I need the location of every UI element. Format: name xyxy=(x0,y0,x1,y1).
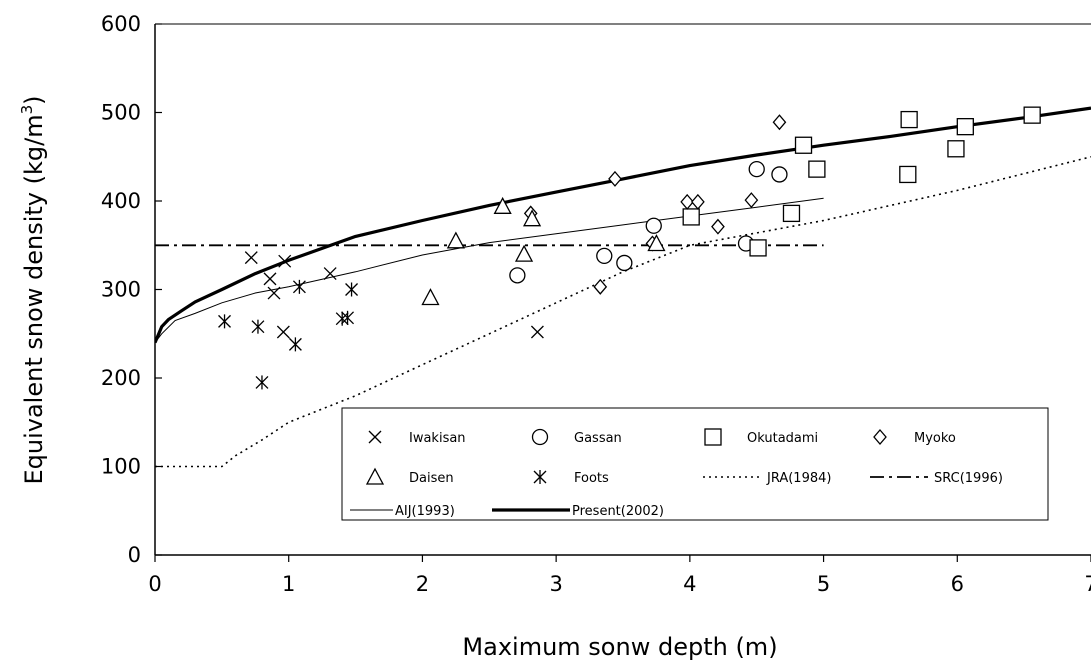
legend-label: Iwakisan xyxy=(409,431,466,446)
point-foots xyxy=(255,375,269,390)
point-foots xyxy=(341,310,355,325)
y-axis-label-sup: 3 xyxy=(18,105,36,115)
point-daisen xyxy=(493,196,512,214)
legend-label: SRC(1996) xyxy=(934,471,1003,486)
point-myoko xyxy=(608,170,622,187)
y-tick-label: 500 xyxy=(101,101,141,125)
x-ticks: 0 1 2 3 4 5 6 7 xyxy=(148,555,1091,596)
point-iwakisan xyxy=(244,251,258,265)
legend-label: Daisen xyxy=(409,471,454,486)
legend: Iwakisan Gassan Okutadami Myoko Daisen Foots J… xyxy=(341,407,1049,521)
point-gassan xyxy=(748,160,765,178)
x-tick-label: 5 xyxy=(817,572,830,596)
x-tick-label: 1 xyxy=(282,572,295,596)
point-daisen xyxy=(514,244,534,262)
point-okutadami xyxy=(682,208,700,226)
x-tick-label: 2 xyxy=(416,572,429,596)
x-axis-label: Maximum sonw depth (m) xyxy=(462,633,777,661)
point-myoko xyxy=(772,114,787,131)
legend-label: JRA(1984) xyxy=(766,471,831,486)
legend-label: Present(2002) xyxy=(572,504,664,519)
y-ticks: 0 100 200 300 400 500 600 xyxy=(101,12,162,567)
data-points xyxy=(218,106,1041,390)
point-daisen xyxy=(522,209,542,227)
point-okutadami xyxy=(782,204,801,223)
legend-entry-daisen: Daisen xyxy=(365,467,454,486)
legend-label: Foots xyxy=(574,471,609,486)
y-tick-label: 600 xyxy=(101,12,141,36)
legend-label: Myoko xyxy=(914,431,956,446)
legend-entry-gassan: Gassan xyxy=(531,428,622,446)
point-gassan xyxy=(645,217,662,234)
x-tick-label: 6 xyxy=(951,572,964,596)
point-iwakisan xyxy=(263,272,277,286)
point-okutadami xyxy=(1023,106,1041,124)
point-okutadami xyxy=(794,136,813,154)
point-myoko xyxy=(691,193,705,210)
point-okutadami xyxy=(899,165,917,184)
point-myoko xyxy=(680,193,695,210)
point-iwakisan xyxy=(323,267,337,281)
point-iwakisan xyxy=(267,286,281,300)
point-foots xyxy=(292,279,306,294)
legend-symbol-iwakisan xyxy=(368,430,382,444)
legend-label: AIJ(1993) xyxy=(395,504,455,519)
legend-symbol-gassan xyxy=(531,428,549,446)
legend-label: Okutadami xyxy=(747,431,818,446)
point-myoko xyxy=(711,218,725,235)
x-tick-label: 4 xyxy=(683,572,696,596)
x-tick-label: 3 xyxy=(549,572,562,596)
point-myoko xyxy=(744,192,759,209)
point-okutadami xyxy=(900,110,918,129)
legend-entry-foots: Foots xyxy=(533,470,609,486)
legend-box xyxy=(341,407,1049,521)
point-daisen xyxy=(647,234,666,252)
point-foots xyxy=(251,319,265,334)
legend-items: Iwakisan Gassan Okutadami Myoko Daisen Foots J… xyxy=(350,428,1003,519)
point-okutadami xyxy=(749,239,767,257)
point-gassan xyxy=(616,254,633,272)
point-iwakisan xyxy=(278,254,292,268)
curves xyxy=(155,106,1091,468)
point-gassan xyxy=(509,267,526,284)
legend-entry-aij-1993: AIJ(1993) xyxy=(350,504,455,519)
y-tick-label: 200 xyxy=(101,366,141,390)
point-okutadami xyxy=(956,118,974,136)
point-iwakisan xyxy=(276,325,290,339)
y-tick-label: 400 xyxy=(101,189,141,213)
y-axis-label: Equivalent snow density (kg/m3) xyxy=(18,95,48,484)
x-tick-label: 0 xyxy=(148,572,161,596)
curve-aij-1993 xyxy=(155,197,824,343)
point-daisen xyxy=(446,231,465,249)
legend-symbol-foots xyxy=(533,470,547,484)
point-foots xyxy=(288,337,302,352)
legend-entry-myoko: Myoko xyxy=(873,429,956,446)
legend-label: Gassan xyxy=(574,431,622,446)
x-tick-label: 7 xyxy=(1084,572,1091,596)
y-axis-label-close: ) xyxy=(20,95,48,104)
point-daisen xyxy=(421,288,440,306)
y-tick-label: 300 xyxy=(101,278,141,302)
legend-entry-jra-1984: JRA(1984) xyxy=(703,471,831,486)
legend-entry-src-1996: SRC(1996) xyxy=(870,471,1003,486)
legend-symbol-okutadami xyxy=(704,428,722,446)
legend-entry-iwakisan: Iwakisan xyxy=(368,430,466,446)
point-foots xyxy=(218,314,231,329)
point-foots xyxy=(345,282,359,297)
legend-entry-present-2002: Present(2002) xyxy=(492,504,664,519)
point-iwakisan xyxy=(530,325,544,339)
y-tick-label: 100 xyxy=(101,455,141,479)
point-okutadami xyxy=(947,140,965,158)
curve-present-2002 xyxy=(155,106,1091,344)
y-axis-label-main: Equivalent snow density (kg/m xyxy=(20,114,48,484)
point-gassan xyxy=(596,247,613,265)
legend-symbol-daisen xyxy=(365,467,385,485)
point-myoko xyxy=(593,278,608,295)
y-tick-label: 0 xyxy=(128,543,141,567)
point-okutadami xyxy=(808,160,826,178)
legend-symbol-myoko xyxy=(873,429,887,445)
point-gassan xyxy=(771,166,788,183)
legend-entry-okutadami: Okutadami xyxy=(704,428,818,446)
